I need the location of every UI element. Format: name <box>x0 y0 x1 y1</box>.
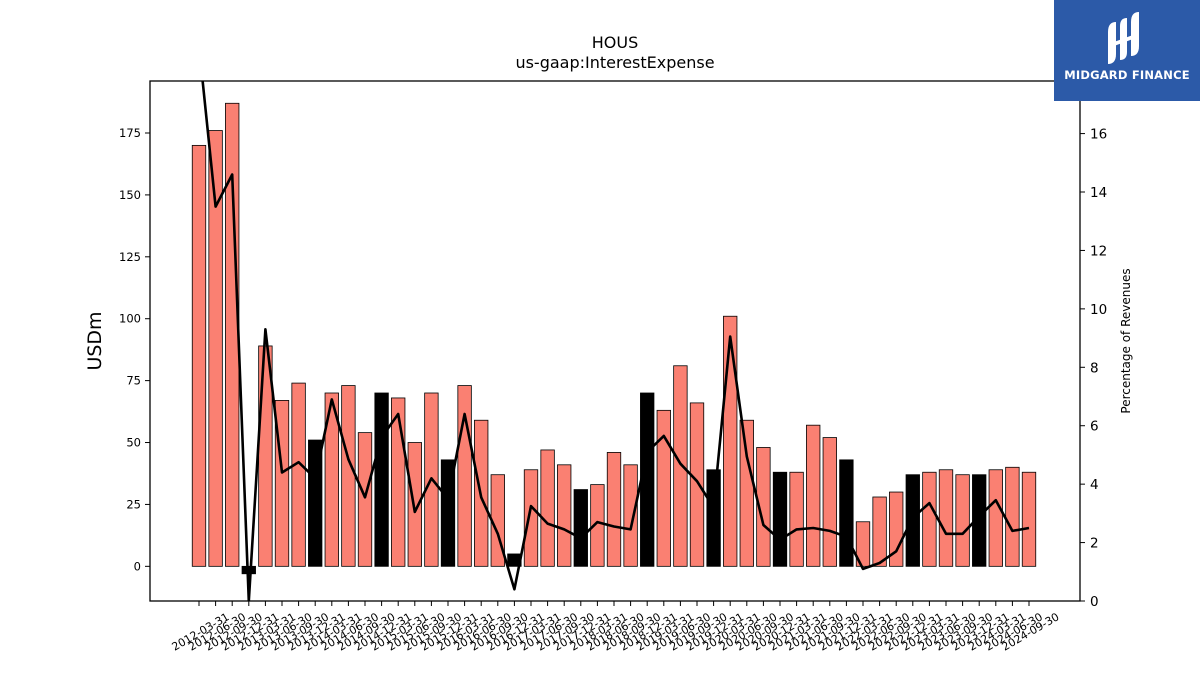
series-line <box>201 81 1030 601</box>
y2-tick-label: 16 <box>1090 127 1107 143</box>
bar <box>955 474 970 567</box>
bar <box>374 392 389 567</box>
bar <box>1005 466 1020 567</box>
bar <box>191 144 207 567</box>
bar <box>308 439 323 567</box>
bar <box>938 469 954 567</box>
bar <box>225 102 240 567</box>
bar <box>291 382 306 567</box>
y2-tick-label: 12 <box>1090 243 1107 259</box>
y-tick-label: 100 <box>119 312 141 326</box>
y-tick-label: 50 <box>126 436 141 450</box>
bar <box>822 437 837 567</box>
y2-tick-label: 10 <box>1090 302 1107 318</box>
bar <box>839 459 854 567</box>
bar <box>391 397 406 567</box>
bar <box>457 385 472 567</box>
chart-subtitle: us-gaap:InterestExpense <box>515 53 714 72</box>
y2-axis-label: Percentage of Revenues <box>1119 268 1133 413</box>
y-axis-label: USDm <box>84 311 106 370</box>
bar <box>590 484 605 567</box>
logo-text: MIDGARD FINANCE <box>1064 68 1190 82</box>
y-tick-label: 150 <box>119 188 141 202</box>
bar <box>723 315 738 567</box>
bar <box>706 469 721 567</box>
bar <box>341 385 356 567</box>
chart-title: HOUS <box>592 33 639 52</box>
bar <box>606 452 622 567</box>
y2-tick-label: 0 <box>1090 594 1099 610</box>
bar <box>1021 471 1037 567</box>
bar <box>889 491 904 567</box>
midgard-logo-icon <box>1108 12 1139 64</box>
bar <box>689 402 705 567</box>
bar <box>872 496 887 567</box>
bar <box>806 424 821 567</box>
plot-frame <box>149 80 1081 602</box>
bar <box>656 409 671 567</box>
bar <box>673 365 688 567</box>
bar <box>756 447 771 567</box>
y2-tick-label: 14 <box>1090 185 1107 201</box>
brand-logo: MIDGARD FINANCE <box>1054 0 1200 101</box>
y-tick-label: 0 <box>134 559 141 573</box>
y-tick-label: 25 <box>126 497 141 511</box>
y-tick-label: 75 <box>126 374 141 388</box>
bar <box>540 449 555 567</box>
bar <box>988 469 1003 567</box>
bar <box>357 432 373 567</box>
bar <box>573 489 588 567</box>
y-tick-label: 125 <box>119 250 141 264</box>
y2-tick-label: 4 <box>1090 477 1099 493</box>
bar <box>772 471 788 567</box>
bar <box>739 419 754 567</box>
bar <box>623 464 638 567</box>
y-tick-label: 175 <box>119 126 141 140</box>
bar <box>557 464 572 567</box>
bar <box>789 471 804 567</box>
bar <box>523 469 539 567</box>
y2-tick-label: 2 <box>1090 536 1099 552</box>
bar <box>972 474 987 567</box>
bars-layer <box>191 102 1037 575</box>
line-layer <box>201 81 1030 601</box>
bar <box>324 392 339 567</box>
y2-tick-label: 6 <box>1090 419 1099 435</box>
bar <box>922 471 937 567</box>
bar <box>208 130 223 567</box>
y2-tick-label: 8 <box>1090 360 1099 376</box>
axes-layer: 025507510012515017502468101214162012-03-… <box>119 80 1107 654</box>
